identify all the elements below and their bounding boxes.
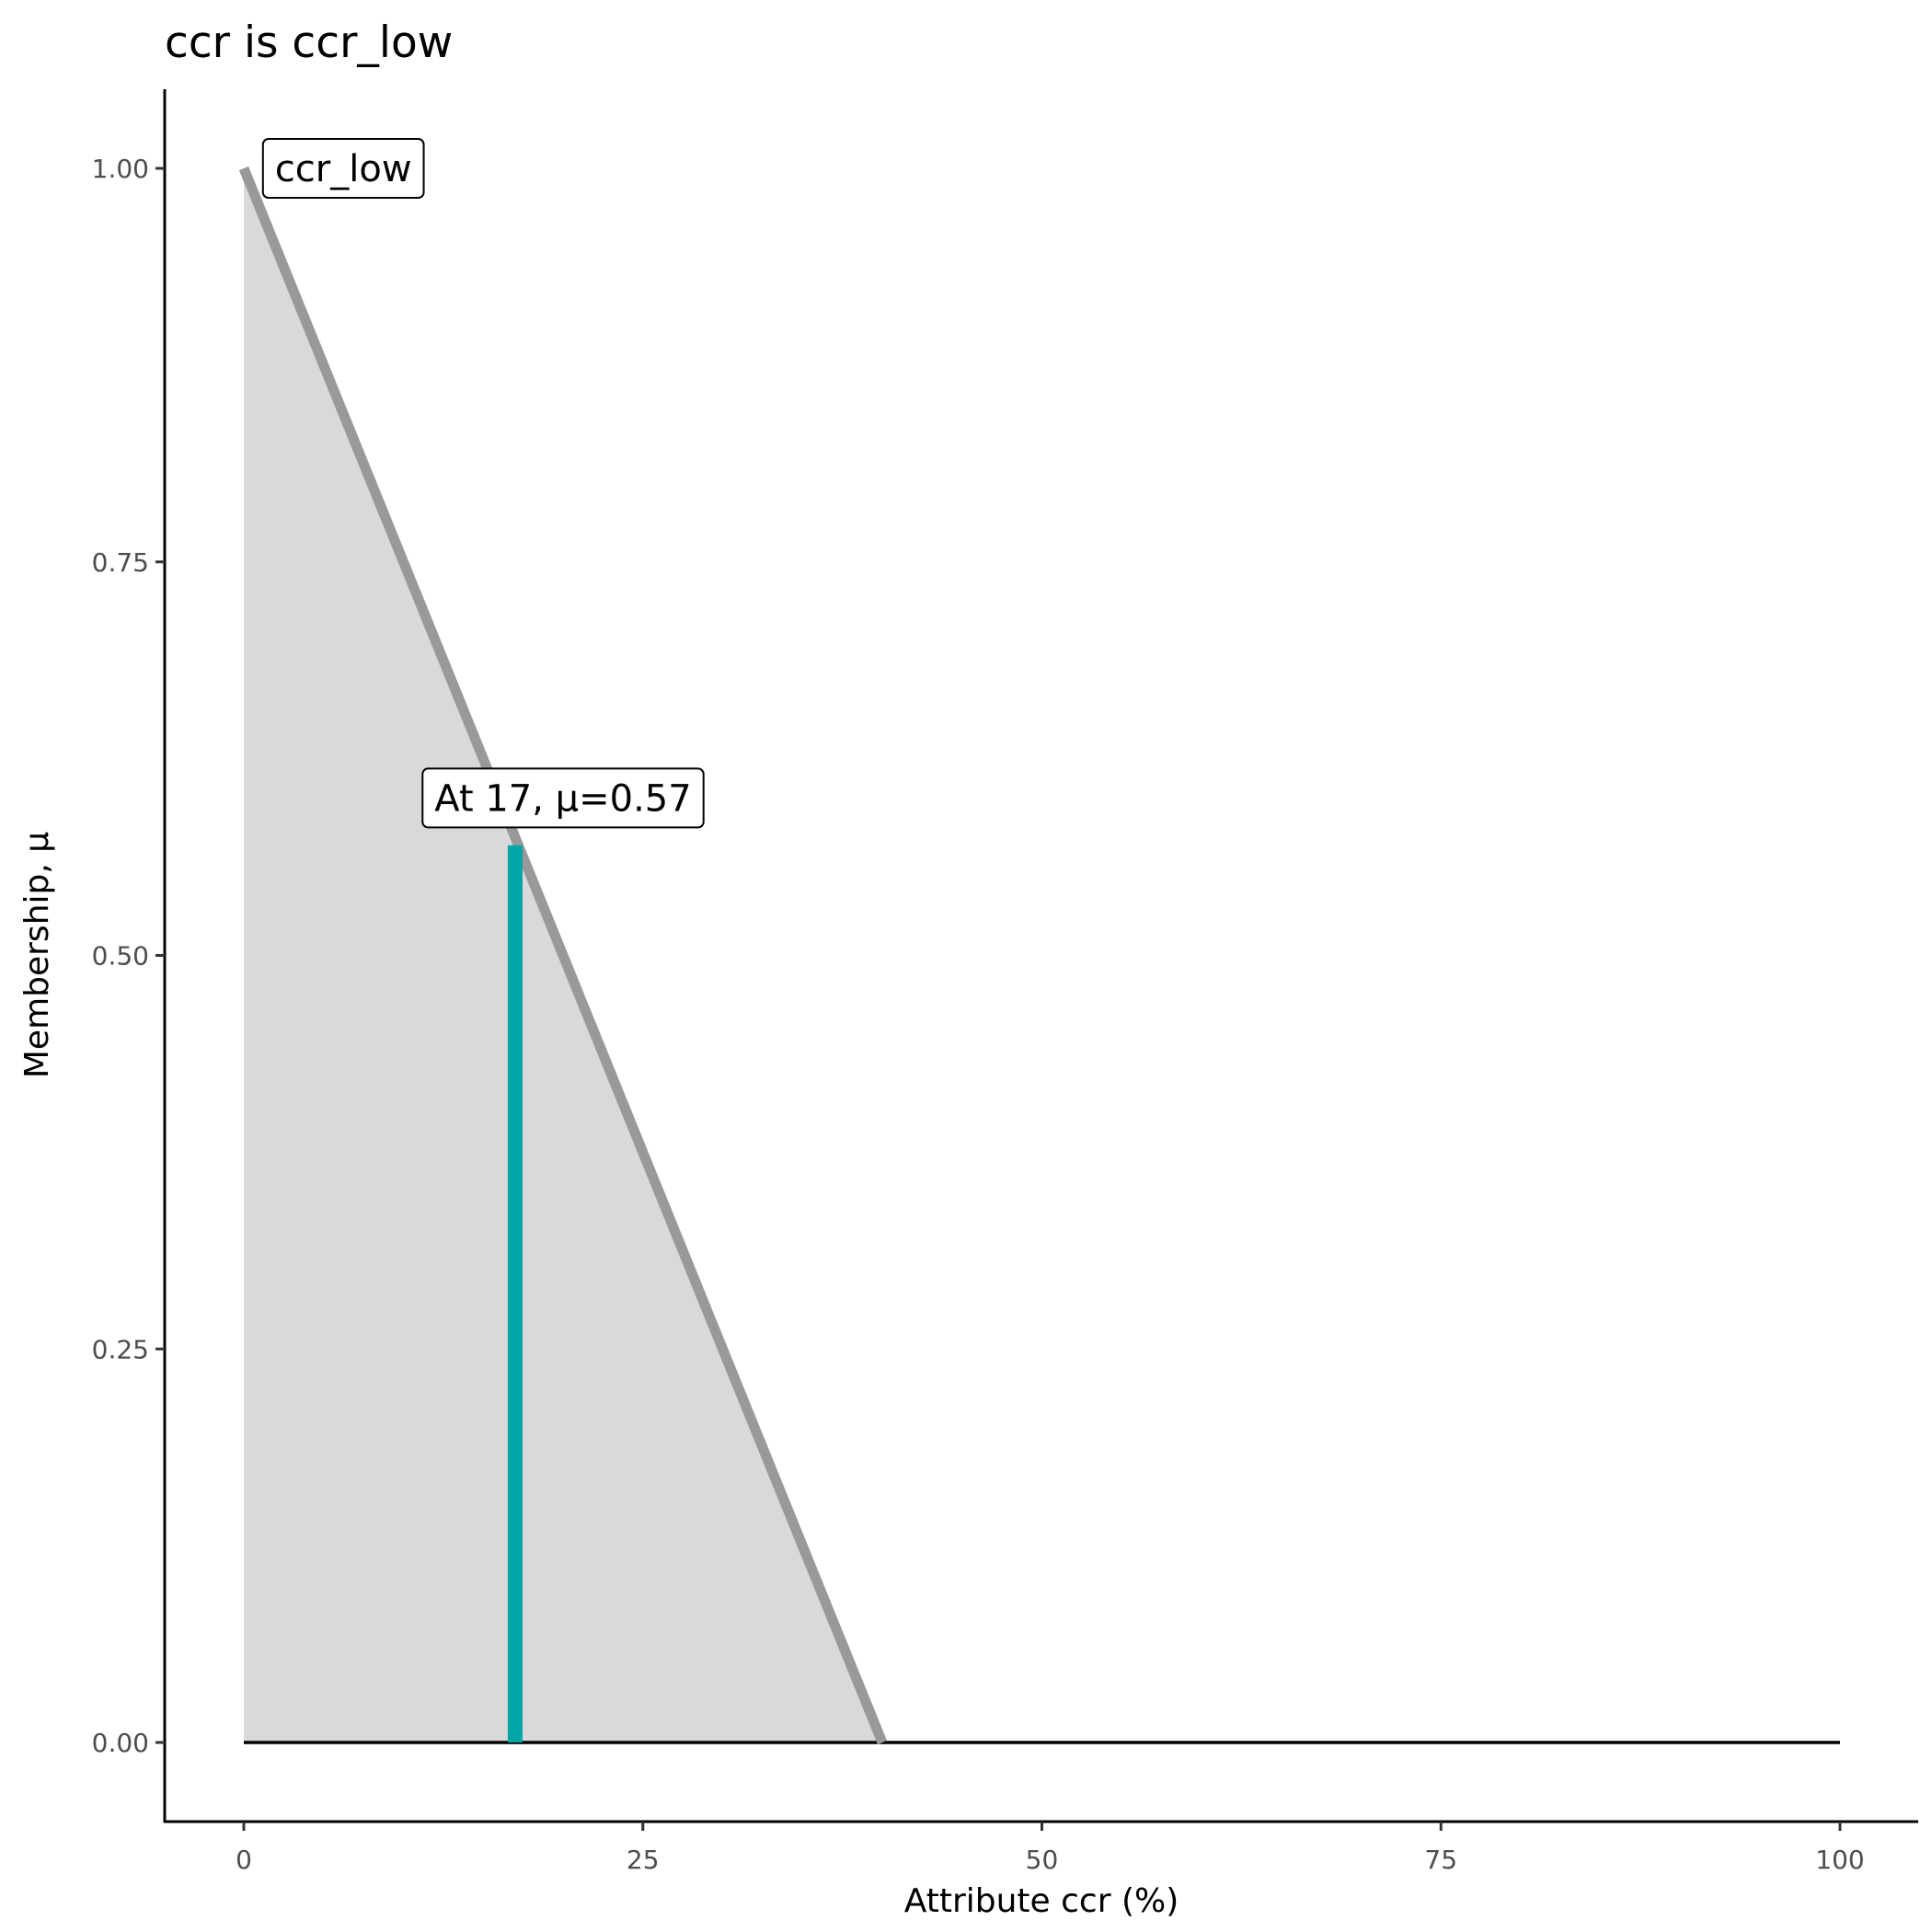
y-tick-label: 1.00: [92, 154, 149, 184]
annotation-box: [421, 767, 705, 829]
membership-area: [244, 168, 1840, 1742]
y-tick-label: 0.50: [92, 941, 149, 972]
annotation-label: At 17, μ=0.57: [421, 767, 705, 829]
y-tick-label: 0.75: [92, 547, 149, 578]
x-tick-label: 100: [1815, 1845, 1864, 1875]
y-axis-title: Membership, μ: [18, 832, 56, 1078]
y-axis-ticks: 0.00 0.25 0.50 0.75 1.00: [92, 154, 165, 1758]
x-axis-ticks: 0 25 50 75 100: [236, 1822, 1865, 1875]
chart-title: ccr is ccr_low: [165, 17, 453, 68]
annotation-text: ccr_low: [275, 148, 412, 190]
membership-line: [238, 166, 888, 1745]
annotation-label: ccr_low: [261, 138, 425, 199]
x-tick-label: 75: [1424, 1845, 1457, 1875]
plot-area: ccr_low At 17, μ=0.57: [238, 138, 1840, 1745]
x-tick-label: 25: [627, 1845, 660, 1875]
annotation-text: At 17, μ=0.57: [434, 777, 691, 820]
y-tick-label: 0.25: [92, 1334, 149, 1364]
annotation-box: [261, 138, 425, 199]
x-tick-label: 0: [236, 1845, 252, 1875]
x-axis-title: Attribute ccr (%): [904, 1882, 1179, 1920]
y-tick-label: 0.00: [92, 1728, 149, 1758]
x-tick-label: 50: [1026, 1845, 1059, 1875]
